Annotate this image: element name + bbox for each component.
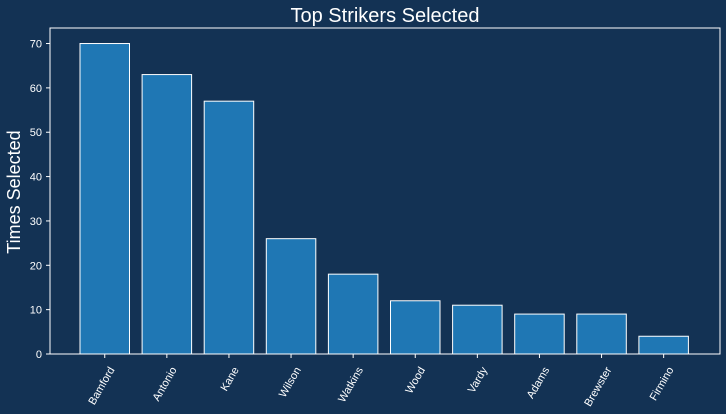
bar-watkins [327,273,379,355]
bar-wood [390,300,441,355]
y-tick-label: 50 [30,127,42,139]
bar-firmino [638,335,689,355]
bar-brewster [576,313,627,355]
bar-adams [514,313,565,355]
y-axis: 0 10 20 30 40 50 60 70 [30,39,50,361]
chart-title: Top Strikers Selected [291,5,480,27]
y-tick-label: 60 [30,83,42,95]
y-tick-label: 10 [30,305,42,317]
bar-bamford [79,43,130,355]
plot-frame [49,27,721,355]
bar-antonio [141,74,193,355]
y-tick-label: 70 [30,39,42,51]
y-tick-label: 40 [30,172,42,184]
bar-wilson [265,238,317,355]
bar-kane [203,100,255,355]
bars-group [79,43,689,355]
y-tick-label: 20 [30,260,42,272]
y-tick-label: 0 [36,349,42,361]
y-axis-label: Times Selected [4,130,24,253]
bar-vardy [452,304,503,355]
y-tick-label: 30 [30,216,42,228]
